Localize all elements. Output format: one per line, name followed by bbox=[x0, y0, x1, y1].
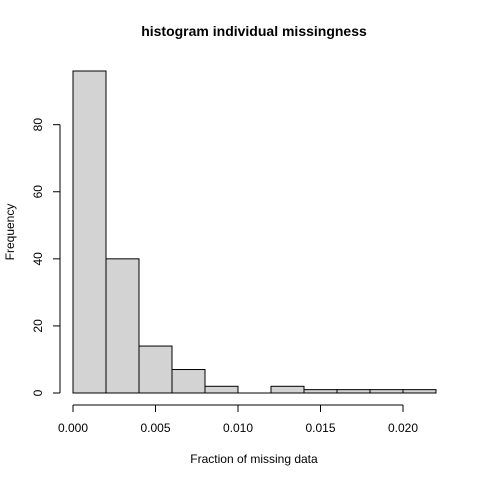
chart-title: histogram individual missingness bbox=[141, 23, 367, 39]
y-tick-label-4: 80 bbox=[31, 118, 45, 132]
histogram-bar-6 bbox=[270, 385, 305, 394]
bars-group bbox=[72, 70, 437, 394]
histogram-bar-1 bbox=[105, 258, 140, 394]
histogram-bar-4 bbox=[204, 385, 239, 394]
y-tick-label-1: 20 bbox=[31, 319, 45, 333]
histogram-bar-3 bbox=[171, 369, 206, 394]
histogram-bar-0 bbox=[72, 70, 107, 394]
y-axis: 0 20 40 60 80 bbox=[31, 118, 61, 396]
histogram-bar-7 bbox=[303, 389, 338, 394]
y-tick-label-3: 60 bbox=[31, 185, 45, 199]
histogram-bar-9 bbox=[369, 389, 404, 394]
y-tick-label-2: 40 bbox=[31, 252, 45, 266]
x-tick-label-4: 0.020 bbox=[388, 421, 418, 435]
x-tick-label-3: 0.015 bbox=[305, 421, 335, 435]
histogram-bar-10 bbox=[402, 389, 437, 394]
x-axis: 0.000 0.005 0.010 0.015 0.020 bbox=[58, 404, 418, 435]
x-axis-label: Fraction of missing data bbox=[190, 452, 318, 466]
x-tick-label-0: 0.000 bbox=[58, 421, 88, 435]
y-tick-label-0: 0 bbox=[31, 389, 45, 396]
histogram-bar-2 bbox=[138, 345, 173, 394]
x-tick-label-1: 0.005 bbox=[140, 421, 170, 435]
y-axis-label: Frequency bbox=[3, 204, 17, 261]
histogram-bar-8 bbox=[336, 389, 371, 394]
x-tick-label-2: 0.010 bbox=[223, 421, 253, 435]
